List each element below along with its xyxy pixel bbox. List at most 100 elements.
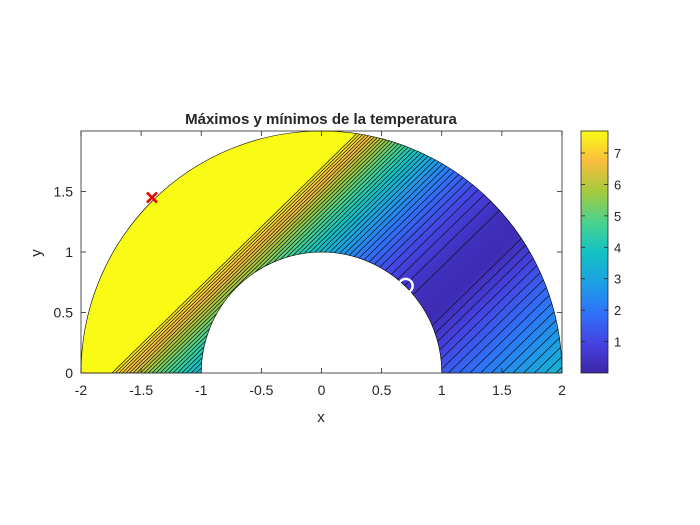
contour-cell — [345, 255, 350, 259]
contour-cell — [294, 188, 299, 193]
contour-cell — [108, 363, 112, 368]
contour-cell — [102, 321, 106, 326]
contour-cell — [189, 173, 193, 177]
contour-cell — [165, 288, 169, 292]
contour-cell — [156, 200, 160, 205]
contour-cell — [228, 158, 232, 162]
contour-cell — [168, 360, 172, 365]
contour-cell — [183, 339, 187, 344]
contour-cell — [282, 134, 287, 138]
contour-cell — [174, 182, 178, 187]
contour-cell — [162, 200, 166, 205]
contour-cell — [189, 309, 193, 314]
contour-cell — [180, 261, 184, 265]
contour-cell — [186, 179, 190, 184]
contour-cell — [180, 273, 184, 277]
contour-cell — [147, 203, 151, 208]
contour-cell — [306, 200, 311, 205]
contour-cell — [201, 273, 205, 277]
contour-cell — [231, 182, 235, 187]
contour-cell — [96, 327, 100, 332]
contour-cell — [315, 155, 320, 159]
contour-cell — [246, 146, 250, 150]
contour-cell — [309, 209, 314, 214]
contour-cell — [216, 282, 220, 286]
contour-cell — [207, 215, 211, 220]
contour-cell — [105, 291, 109, 295]
contour-cell — [312, 248, 317, 253]
contour-cell — [213, 149, 217, 153]
contour-cell — [123, 324, 127, 329]
contour-cell — [276, 227, 281, 232]
contour-cell — [225, 261, 229, 265]
contour-cell — [210, 236, 214, 241]
contour-cell — [228, 191, 232, 196]
contour-cell — [276, 236, 281, 241]
contour-cell — [189, 218, 193, 223]
contour-cell — [219, 242, 223, 247]
contour-cell — [297, 140, 302, 144]
contour-cell — [243, 170, 247, 174]
contour-cell — [252, 224, 256, 229]
contour-cell — [111, 297, 115, 302]
contour-cell — [183, 366, 187, 371]
contour-cell — [186, 327, 190, 332]
contour-cell — [129, 357, 133, 362]
contour-cell — [141, 282, 145, 286]
contour-cell — [261, 191, 265, 196]
contour-cell — [300, 233, 305, 238]
contour-cell — [108, 315, 112, 320]
contour-cell — [165, 179, 169, 184]
contour-cell — [228, 194, 232, 199]
contour-cell — [207, 233, 211, 238]
contour-cell — [165, 366, 169, 371]
contour-cell — [183, 318, 187, 323]
contour-cell — [108, 318, 112, 323]
contour-cell — [267, 182, 271, 187]
contour-cell — [243, 245, 247, 250]
contour-cell — [267, 149, 271, 153]
contour-cell — [93, 306, 97, 311]
contour-cell — [132, 215, 136, 220]
contour-cell — [216, 227, 220, 232]
contour-cell — [270, 170, 274, 174]
contour-cell — [258, 155, 262, 159]
contour-cell — [129, 242, 133, 247]
contour-cell — [309, 170, 314, 174]
contour-cell — [132, 342, 136, 347]
contour-cell — [246, 170, 250, 174]
contour-cell — [213, 185, 217, 190]
contour-cell — [291, 188, 296, 193]
contour-cell — [120, 245, 124, 250]
contour-cell — [147, 357, 151, 362]
contour-cell — [171, 194, 175, 199]
contour-cell — [378, 270, 383, 274]
contour-cell — [174, 327, 178, 332]
contour-cell — [243, 161, 247, 165]
contour-cell — [147, 227, 151, 232]
contour-cell — [144, 239, 148, 244]
contour-cell — [141, 203, 145, 208]
contour-cell — [126, 248, 130, 253]
contour-cell — [144, 309, 148, 314]
contour-cell — [192, 348, 196, 353]
contour-cell — [228, 245, 232, 250]
contour-cell — [243, 239, 247, 244]
contour-cell — [156, 206, 160, 211]
contour-cell — [204, 203, 208, 208]
contour-cell — [210, 248, 214, 253]
contour-cell — [312, 179, 317, 184]
contour-cell — [168, 197, 172, 202]
contour-cell — [147, 303, 151, 308]
contour-cell — [135, 264, 139, 268]
contour-cell — [288, 137, 293, 141]
contour-cell — [126, 273, 130, 277]
contour-cell — [153, 282, 157, 286]
contour-cell — [279, 143, 284, 147]
contour-cell — [198, 245, 202, 250]
contour-cell — [264, 227, 268, 232]
contour-cell — [165, 255, 169, 259]
contour-cell — [135, 242, 139, 247]
contour-cell — [162, 360, 166, 365]
contour-cell — [240, 270, 244, 274]
